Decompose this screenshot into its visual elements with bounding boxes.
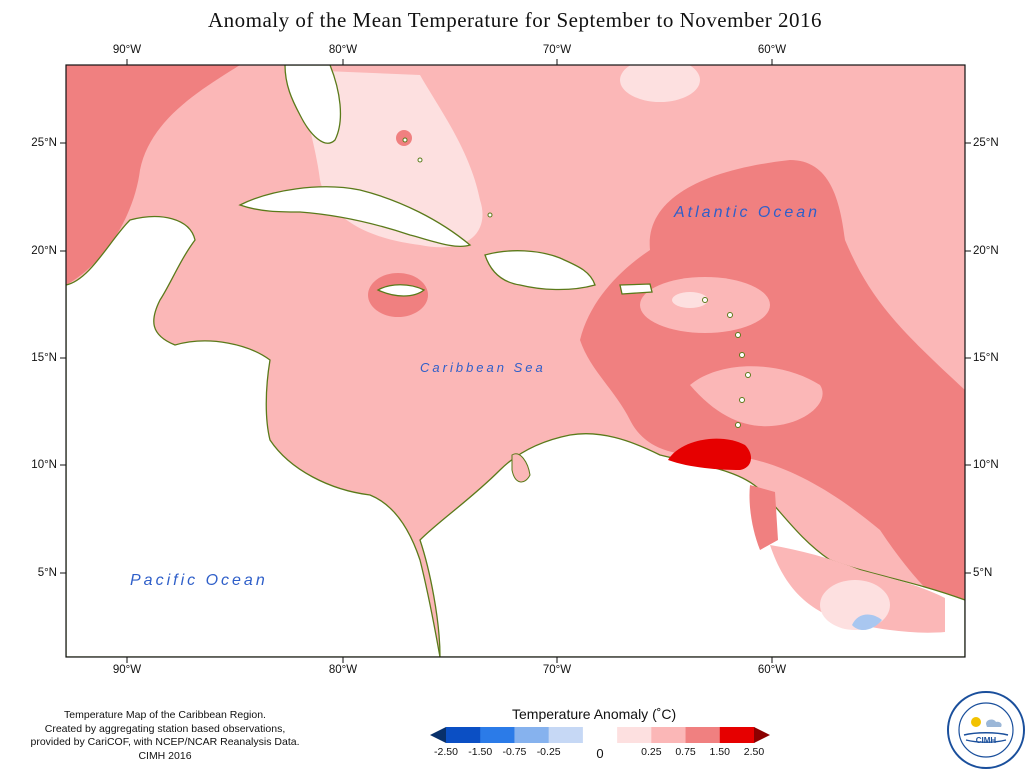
legend-swatch — [719, 727, 755, 743]
legend-tick-label: 0.75 — [675, 746, 696, 758]
legend-swatch — [480, 727, 515, 743]
cloud-icon — [986, 719, 1002, 727]
land-hispaniola — [484, 250, 596, 291]
anomaly-zone-atlantic-north — [620, 65, 700, 102]
lat-tick-right-25n: 25°N — [973, 137, 999, 149]
legend-swatch — [685, 727, 721, 743]
credit-text: Temperature Map of the Caribbean Region.… — [30, 709, 300, 763]
island-dot — [702, 297, 708, 303]
lat-tick-right-15n: 15°N — [973, 352, 999, 364]
legend-swatch — [617, 727, 652, 743]
land-lake-maracaibo — [511, 453, 531, 483]
legend-tick-label: -0.25 — [536, 746, 561, 758]
island-dot — [739, 352, 745, 358]
anomaly-zone-negative — [852, 614, 882, 631]
anomaly-zone-leewards — [640, 277, 770, 333]
legend-tick-label: 2.50 — [743, 746, 765, 758]
lat-tick-left-5n: 5°N — [37, 567, 57, 579]
land-jamaica — [376, 284, 426, 297]
island-dot — [735, 422, 741, 428]
label-pacific-ocean: Pacific Ocean — [130, 572, 268, 589]
island-dot — [487, 212, 493, 218]
lon-tick-top-80w: 80°W — [328, 44, 358, 56]
island-dot — [745, 372, 751, 378]
label-atlantic-ocean: Atlantic Ocean — [674, 204, 821, 221]
lon-tick-bottom-80w: 80°W — [328, 664, 358, 676]
lat-tick-right-20n: 20°N — [973, 245, 999, 257]
island-dot — [739, 397, 745, 403]
legend-tick-label: 0 — [596, 746, 604, 761]
lat-tick-left-15n: 15°N — [31, 352, 57, 364]
legend-swatch — [651, 727, 687, 743]
lat-tick-left-25n: 25°N — [31, 137, 57, 149]
anomaly-zone-orinoco — [749, 485, 778, 550]
lat-tick-left-20n: 20°N — [31, 245, 57, 257]
legend-tick-label: 1.50 — [709, 746, 730, 758]
cimh-logo: CIMH — [947, 691, 1025, 769]
lon-tick-top-70w: 70°W — [542, 44, 572, 56]
legend-colorbar — [430, 727, 770, 743]
lon-tick-top-60w: 60°W — [757, 44, 787, 56]
island-dot — [735, 332, 741, 338]
map-title: Anomaly of the Mean Temperature for Sept… — [207, 8, 823, 32]
legend-title: Temperature Anomaly (˚C) — [512, 706, 677, 722]
lon-tick-top-90w: 90°W — [112, 44, 142, 56]
tick-marks — [60, 59, 971, 663]
lon-tick-bottom-60w: 60°W — [757, 664, 787, 676]
anomaly-zone-leewards-pale — [672, 292, 708, 308]
credit-line: Created by aggregating station based obs… — [44, 722, 286, 735]
land-puerto-rico — [619, 283, 653, 295]
logo-text: CIMH — [976, 736, 997, 745]
land-central-america — [66, 215, 441, 657]
land-cuba — [238, 186, 472, 247]
legend-swatch — [446, 727, 481, 743]
island-dot — [727, 312, 733, 318]
credit-line: Temperature Map of the Caribbean Region. — [64, 709, 266, 721]
sun-icon — [971, 717, 981, 727]
lon-tick-bottom-90w: 90°W — [112, 664, 142, 676]
legend-swatch-max — [754, 727, 770, 743]
legend-swatch — [514, 727, 550, 743]
island-dot — [417, 157, 423, 163]
credit-line: CIMH 2016 — [138, 749, 192, 762]
legend-swatch — [582, 727, 618, 743]
legend-tick-label: -1.50 — [468, 746, 493, 758]
label-caribbean-sea: Caribbean Sea — [420, 360, 546, 375]
map-frame — [65, 64, 966, 658]
land-florida — [284, 65, 342, 144]
legend-tick-label: -0.75 — [502, 746, 527, 758]
lat-tick-right-10n: 10°N — [973, 459, 999, 471]
lon-tick-bottom-70w: 70°W — [542, 664, 572, 676]
lat-tick-left-10n: 10°N — [31, 459, 57, 471]
anomaly-zone-windwards — [690, 366, 823, 427]
anomaly-zone-gulf — [66, 65, 240, 285]
legend-swatch-min — [430, 727, 446, 743]
legend-swatch — [548, 727, 584, 743]
legend-tick-label: -2.50 — [434, 746, 458, 758]
legend-tick-label: 0.25 — [641, 746, 662, 758]
anomaly-zone-hotspot — [668, 438, 752, 470]
credit-line: provided by CariCOF, with NCEP/NCAR Rean… — [30, 736, 300, 748]
island-dot — [402, 137, 408, 143]
lat-tick-right-5n: 5°N — [973, 567, 993, 579]
